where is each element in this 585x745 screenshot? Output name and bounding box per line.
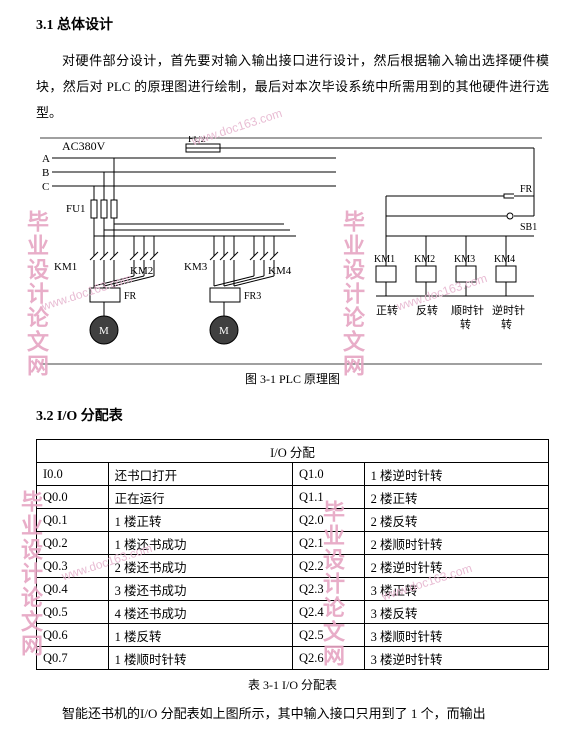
table-cell: I0.0 <box>37 463 109 486</box>
svg-text:FU2: FU2 <box>188 136 206 145</box>
svg-text:FR: FR <box>124 291 137 302</box>
svg-text:转: 转 <box>501 317 512 331</box>
table-cell: 2 楼逆时针转 <box>364 555 548 578</box>
table-cell: 1 楼还书成功 <box>108 532 292 555</box>
plc-figure: AC380V A B C FU2 FU1 <box>36 136 549 366</box>
svg-text:C: C <box>42 181 49 193</box>
svg-text:FR3: FR3 <box>244 291 261 302</box>
section-title-3-1: 3.1 总体设计 <box>36 14 549 34</box>
svg-text:反转: 反转 <box>416 303 438 317</box>
io-allocation-table: I/O 分配 I0.0还书口打开Q1.01 楼逆时针转Q0.0正在运行Q1.12… <box>36 439 549 670</box>
table-cell: Q2.6 <box>292 647 364 670</box>
svg-text:SB1: SB1 <box>520 222 537 233</box>
svg-text:KM1: KM1 <box>54 261 77 273</box>
table-row: Q0.11 楼正转Q2.02 楼反转 <box>37 509 549 532</box>
table-cell: 1 楼正转 <box>108 509 292 532</box>
svg-text:AC380V: AC380V <box>62 139 106 153</box>
table-row: Q0.0正在运行Q1.12 楼正转 <box>37 486 549 509</box>
table-cell: Q0.6 <box>37 624 109 647</box>
table-cell: 4 楼还书成功 <box>108 601 292 624</box>
svg-text:KM4: KM4 <box>494 254 515 265</box>
svg-text:FU1: FU1 <box>66 203 86 215</box>
table-row: I0.0还书口打开Q1.01 楼逆时针转 <box>37 463 549 486</box>
table-cell: Q2.4 <box>292 601 364 624</box>
table-cell: 2 楼还书成功 <box>108 555 292 578</box>
table-row: Q0.61 楼反转Q2.53 楼顺时针转 <box>37 624 549 647</box>
svg-text:KM3: KM3 <box>454 254 475 265</box>
table-row: Q0.32 楼还书成功Q2.22 楼逆时针转 <box>37 555 549 578</box>
table-cell: Q0.2 <box>37 532 109 555</box>
table-cell: 1 楼逆时针转 <box>364 463 548 486</box>
svg-text:M: M <box>99 325 109 337</box>
table-cell: 3 楼正转 <box>364 578 548 601</box>
table-row: Q0.54 楼还书成功Q2.43 楼反转 <box>37 601 549 624</box>
table-cell: 还书口打开 <box>108 463 292 486</box>
table-cell: Q2.1 <box>292 532 364 555</box>
table-row: Q0.43 楼还书成功Q2.33 楼正转 <box>37 578 549 601</box>
table-cell: 2 楼顺时针转 <box>364 532 548 555</box>
table-cell: Q0.0 <box>37 486 109 509</box>
table-cell: 2 楼正转 <box>364 486 548 509</box>
table-cell: Q0.5 <box>37 601 109 624</box>
svg-text:转: 转 <box>460 317 471 331</box>
io-table-header: I/O 分配 <box>37 440 549 463</box>
svg-text:KM2: KM2 <box>414 254 435 265</box>
table-cell: Q2.5 <box>292 624 364 647</box>
svg-text:KM1: KM1 <box>374 254 395 265</box>
table-cell: 2 楼反转 <box>364 509 548 532</box>
section-title-3-2: 3.2 I/O 分配表 <box>36 405 549 425</box>
svg-text:A: A <box>42 153 50 165</box>
svg-text:FR: FR <box>520 184 533 195</box>
table-cell: 1 楼顺时针转 <box>108 647 292 670</box>
table-row: Q0.71 楼顺时针转Q2.63 楼逆时针转 <box>37 647 549 670</box>
plc-schematic-svg: AC380V A B C FU2 FU1 <box>36 136 546 366</box>
table-cell: 正在运行 <box>108 486 292 509</box>
table-cell: 3 楼反转 <box>364 601 548 624</box>
figure-caption: 图 3-1 PLC 原理图 <box>36 370 549 387</box>
svg-text:KM2: KM2 <box>130 265 153 277</box>
table-cell: Q2.3 <box>292 578 364 601</box>
svg-text:M: M <box>219 325 229 337</box>
table-cell: Q0.3 <box>37 555 109 578</box>
table-cell: Q1.0 <box>292 463 364 486</box>
table-cell: Q0.7 <box>37 647 109 670</box>
table-cell: Q0.1 <box>37 509 109 532</box>
svg-text:顺时针: 顺时针 <box>451 303 484 317</box>
svg-text:正转: 正转 <box>376 303 398 317</box>
document-page: 3.1 总体设计 对硬件部分设计，首先要对输入输出接口进行设计，然后根据输入输出… <box>0 0 585 727</box>
table-cell: 3 楼逆时针转 <box>364 647 548 670</box>
footer-paragraph: 智能还书机的I/O 分配表如上图所示，其中输入接口只用到了 1 个，而输出 <box>36 701 549 727</box>
table-cell: 3 楼顺时针转 <box>364 624 548 647</box>
table-cell: Q2.2 <box>292 555 364 578</box>
table-cell: 1 楼反转 <box>108 624 292 647</box>
svg-text:KM4: KM4 <box>268 265 292 277</box>
svg-text:B: B <box>42 167 49 179</box>
svg-text:KM3: KM3 <box>184 261 208 273</box>
table-cell: 3 楼还书成功 <box>108 578 292 601</box>
table-row: Q0.21 楼还书成功Q2.12 楼顺时针转 <box>37 532 549 555</box>
svg-text:逆时针: 逆时针 <box>492 303 525 317</box>
table-cell: Q1.1 <box>292 486 364 509</box>
table-cell: Q0.4 <box>37 578 109 601</box>
section1-paragraph: 对硬件部分设计，首先要对输入输出接口进行设计，然后根据输入输出选择硬件模块，然后… <box>36 48 549 126</box>
table-cell: Q2.0 <box>292 509 364 532</box>
table-caption: 表 3-1 I/O 分配表 <box>36 676 549 693</box>
